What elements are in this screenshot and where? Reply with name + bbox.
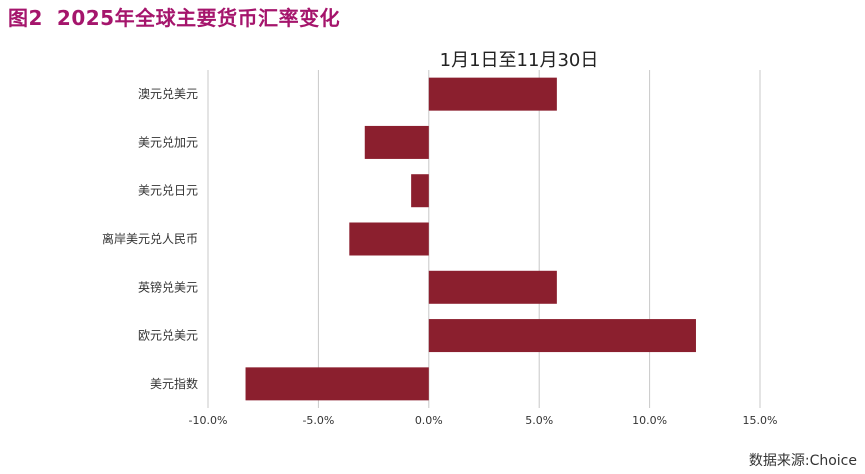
category-label: 美元兑加元: [138, 135, 198, 149]
x-tick-label: 15.0%: [743, 414, 778, 427]
x-tick-label: 0.0%: [415, 414, 443, 427]
data-source: 数据来源:Choice: [748, 453, 857, 469]
x-tick-label: -5.0%: [302, 414, 334, 427]
category-label: 美元兑日元: [138, 184, 198, 198]
bar: [411, 174, 429, 208]
bar: [428, 319, 696, 353]
chart-title: 1月1日至11月30日: [440, 50, 599, 71]
bar: [349, 222, 429, 256]
x-tick-label: -10.0%: [189, 414, 228, 427]
gridlines: [207, 70, 761, 408]
x-tick-label: 10.0%: [632, 414, 667, 427]
bar: [428, 77, 557, 111]
category-label: 欧元兑美元: [138, 329, 198, 343]
x-tick-labels: -10.0% -5.0% 0.0% 5.0% 10.0% 15.0%: [189, 414, 778, 427]
category-label: 英镑兑美元: [138, 279, 198, 294]
bars: [245, 77, 696, 401]
category-label: 澳元兑美元: [138, 87, 198, 101]
figure-title-text: 2025年全球主要货币汇率变化: [56, 6, 341, 30]
bar: [428, 270, 557, 304]
bar: [364, 125, 429, 159]
category-label: 离岸美元兑人民币: [102, 231, 198, 246]
x-tick-label: 5.0%: [525, 414, 553, 427]
bar: [245, 367, 429, 401]
category-label: 美元指数: [150, 376, 198, 391]
figure-number: 图2: [8, 6, 43, 30]
figure-title: 图2 2025年全球主要货币汇率变化: [8, 2, 340, 31]
